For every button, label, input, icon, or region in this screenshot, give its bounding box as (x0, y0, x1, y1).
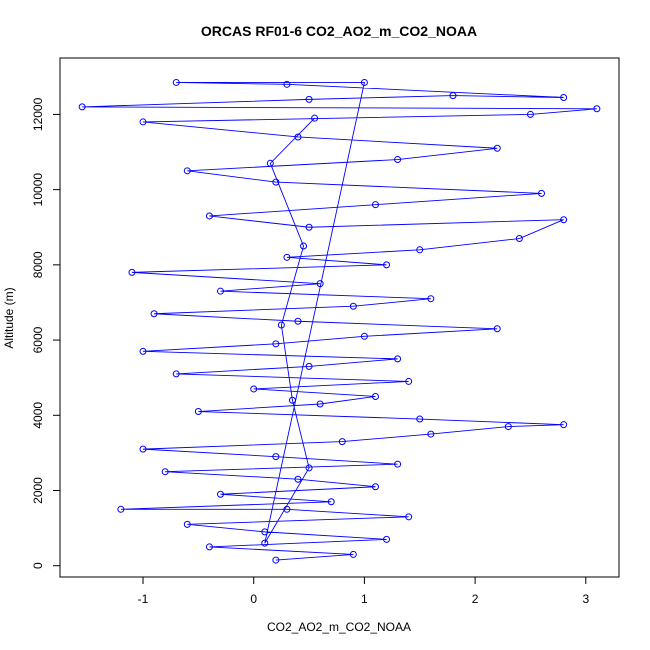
data-point (139, 445, 147, 453)
data-point (183, 167, 191, 175)
data-point (294, 317, 302, 325)
chart-title: ORCAS RF01-6 CO2_AO2_m_CO2_NOAA (201, 23, 477, 39)
data-point (593, 105, 601, 113)
data-point (172, 370, 180, 378)
data-point (394, 355, 402, 363)
y-axis-label: Altitude (m) (2, 287, 16, 348)
data-point (493, 144, 501, 152)
plot-area-frame (59, 57, 620, 578)
data-point (305, 223, 313, 231)
y-axis: 0 2000 4000 6000 8000 10000 12000 (31, 97, 61, 569)
x-tick-label: 0 (250, 592, 257, 606)
data-point (338, 438, 346, 446)
data-point (172, 78, 180, 86)
data-point (371, 483, 379, 491)
data-point (427, 295, 435, 303)
x-tick-label: 3 (582, 592, 589, 606)
data-point (288, 396, 296, 404)
data-point (272, 178, 280, 186)
data-point (194, 408, 202, 416)
data-point (383, 261, 391, 269)
data-point (349, 550, 357, 558)
data-point (371, 201, 379, 209)
data-point (360, 78, 368, 86)
y-tick-label: 2000 (31, 477, 45, 504)
data-point (349, 302, 357, 310)
x-tick-label: 1 (361, 592, 368, 606)
data-point (161, 468, 169, 476)
data-point (416, 246, 424, 254)
data-point (427, 430, 435, 438)
data-point (311, 114, 319, 122)
data-point (283, 253, 291, 261)
data-point (150, 310, 158, 318)
data-point (560, 421, 568, 429)
data-point (449, 92, 457, 100)
data-point (560, 216, 568, 224)
data-point (205, 543, 213, 551)
data-point (305, 95, 313, 103)
data-point (78, 103, 86, 111)
data-point (300, 242, 308, 250)
data-point (217, 287, 225, 295)
data-point (272, 453, 280, 461)
x-tick-label: 2 (472, 592, 479, 606)
y-tick-label: 10000 (31, 173, 45, 207)
data-point (305, 464, 313, 472)
data-point (261, 528, 269, 536)
data-point (205, 212, 213, 220)
data-point (405, 513, 413, 521)
y-tick-label: 4000 (31, 402, 45, 429)
data-point (515, 235, 523, 243)
data-point (294, 133, 302, 141)
data-point (266, 159, 274, 167)
data-point (261, 539, 269, 547)
data-point (383, 535, 391, 543)
data-point (526, 110, 534, 118)
x-axis: -1 0 1 2 3 (138, 576, 589, 606)
y-tick-label: 12000 (31, 97, 45, 131)
data-point (277, 321, 285, 329)
x-tick-label: -1 (138, 592, 149, 606)
series-line (82, 81, 597, 561)
x-axis-label: CO2_AO2_m_CO2_NOAA (267, 620, 411, 634)
data-point (493, 325, 501, 333)
data-point (394, 460, 402, 468)
data-point (371, 392, 379, 400)
data-point (360, 332, 368, 340)
data-point (217, 490, 225, 498)
data-point (139, 347, 147, 355)
data-point (327, 498, 335, 506)
data-point (283, 505, 291, 513)
data-point (283, 80, 291, 88)
y-tick-label: 0 (31, 562, 45, 569)
data-point (139, 118, 147, 126)
y-tick-label: 6000 (31, 326, 45, 353)
data-point (272, 340, 280, 348)
data-point (538, 189, 546, 197)
data-point (294, 475, 302, 483)
data-point (504, 423, 512, 431)
y-tick-label: 8000 (31, 251, 45, 278)
data-point (316, 280, 324, 288)
data-point (305, 362, 313, 370)
data-point (405, 377, 413, 385)
data-point (183, 520, 191, 528)
series-layer (78, 78, 601, 564)
data-point (117, 505, 125, 513)
data-point (560, 93, 568, 101)
data-point (250, 385, 258, 393)
data-point (416, 415, 424, 423)
data-point (394, 156, 402, 164)
data-point (272, 556, 280, 564)
data-point (128, 268, 136, 276)
data-point (316, 400, 324, 408)
